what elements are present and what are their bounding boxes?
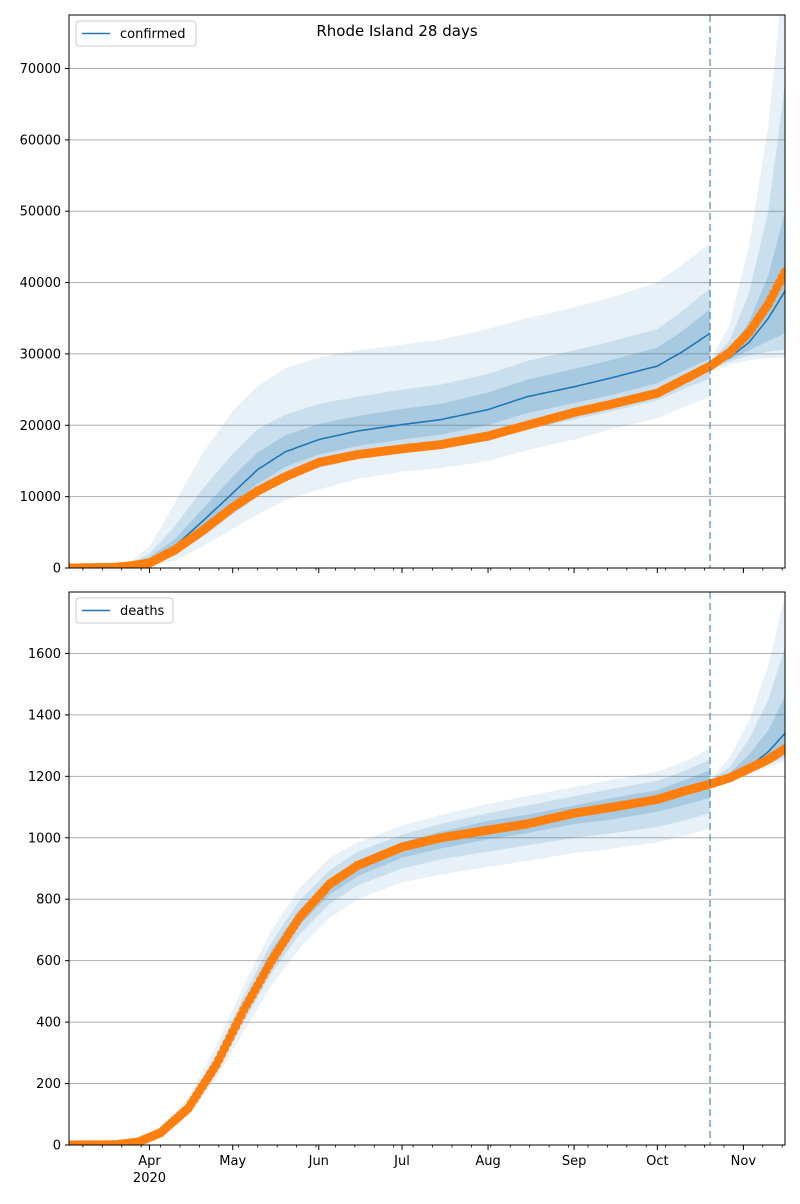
y-tick-label: 1400 [28,708,61,723]
uncertainty-band-middle-forecast [710,647,785,788]
x-tick-label: Jun [308,1154,329,1169]
legend-label: confirmed [120,27,186,42]
y-tick-label: 1000 [28,831,61,846]
x-tick-label: Apr [138,1154,161,1169]
y-tick-label: 30000 [20,347,61,362]
x-tick-sublabel: 2020 [133,1171,166,1186]
legend: deaths [75,597,174,624]
y-tick-label: 600 [36,954,61,969]
legend: confirmed [75,20,197,47]
y-tick-label: 200 [36,1077,61,1092]
uncertainty-band-inner-forecast [710,211,785,368]
y-tick-label: 400 [36,1016,61,1031]
observed-point [780,744,785,754]
y-tick-label: 0 [53,562,61,577]
x-tick-label: Oct [646,1154,668,1169]
legend-box [75,20,197,47]
y-tick-label: 10000 [20,490,61,505]
plot-area [69,15,785,568]
plot-area [69,595,785,1145]
axes-frame [68,591,786,1146]
observed-point [780,267,785,277]
uncertainty-band-middle-forecast [710,82,785,370]
y-tick-label: 70000 [20,62,61,77]
x-tick-label: Aug [475,1154,500,1169]
y-tick-label: 40000 [20,276,61,291]
uncertainty-band-middle [69,759,711,1145]
y-tick-label: 60000 [20,133,61,148]
legend-box [75,597,174,624]
uncertainty-band-outer [69,243,711,568]
uncertainty-band-outer-forecast [710,595,785,789]
x-tick-label: Nov [731,1154,757,1169]
legend-label: deaths [120,604,165,619]
y-tick-label: 50000 [20,205,61,220]
x-tick-label: May [219,1154,246,1169]
y-tick-label: 800 [36,893,61,908]
axes-frame [68,14,786,569]
x-tick-label: Sep [562,1154,587,1169]
y-tick-label: 0 [53,1139,61,1154]
chart-title: Rhode Island 28 days [316,22,477,40]
uncertainty-band-outer-forecast [710,15,785,372]
x-tick-label: Jul [393,1154,410,1169]
y-tick-label: 1200 [28,770,61,785]
uncertainty-band-inner [69,770,711,1145]
uncertainty-band-inner [69,309,711,568]
y-tick-label: 1600 [28,647,61,662]
y-tick-label: 20000 [20,419,61,434]
panel-1: 0 10000 20000 30000 40000 50000 60000 70000 conf… [20,14,786,577]
uncertainty-band-middle [69,288,711,568]
panel-2: 0 200 400 600 800 1000 1200 1400 1600 Apr 2020 May J… [28,591,786,1186]
